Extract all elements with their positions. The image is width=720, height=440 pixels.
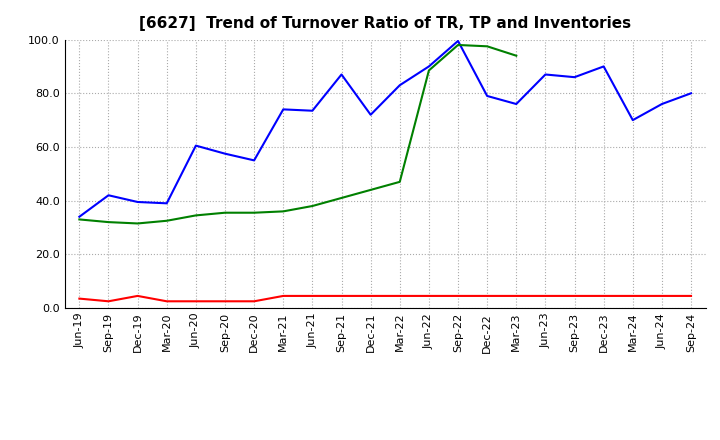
Trade Receivables: [425, 293, 433, 299]
Title: [6627]  Trend of Turnover Ratio of TR, TP and Inventories: [6627] Trend of Turnover Ratio of TR, TP…: [139, 16, 631, 32]
Trade Payables: [395, 83, 404, 88]
Inventories: [366, 187, 375, 193]
Trade Payables: [308, 108, 317, 114]
Inventories: [133, 221, 142, 226]
Inventories: [279, 209, 287, 214]
Trade Receivables: [454, 293, 462, 299]
Trade Payables: [75, 214, 84, 220]
Trade Payables: [541, 72, 550, 77]
Trade Payables: [425, 64, 433, 69]
Trade Receivables: [75, 296, 84, 301]
Line: Trade Payables: Trade Payables: [79, 41, 691, 217]
Trade Payables: [337, 72, 346, 77]
Inventories: [454, 42, 462, 48]
Inventories: [512, 53, 521, 59]
Trade Receivables: [337, 293, 346, 299]
Trade Payables: [570, 74, 579, 80]
Trade Payables: [629, 117, 637, 123]
Trade Receivables: [483, 293, 492, 299]
Trade Receivables: [541, 293, 550, 299]
Trade Payables: [366, 112, 375, 117]
Inventories: [425, 68, 433, 73]
Inventories: [337, 195, 346, 201]
Trade Receivables: [104, 299, 113, 304]
Trade Receivables: [279, 293, 287, 299]
Inventories: [483, 44, 492, 49]
Trade Payables: [483, 93, 492, 99]
Trade Receivables: [220, 299, 229, 304]
Inventories: [395, 179, 404, 184]
Trade Payables: [133, 199, 142, 205]
Trade Payables: [279, 107, 287, 112]
Inventories: [104, 220, 113, 225]
Trade Receivables: [395, 293, 404, 299]
Inventories: [163, 218, 171, 224]
Inventories: [220, 210, 229, 215]
Trade Receivables: [512, 293, 521, 299]
Trade Receivables: [599, 293, 608, 299]
Trade Payables: [512, 101, 521, 106]
Trade Payables: [687, 91, 696, 96]
Trade Receivables: [192, 299, 200, 304]
Trade Payables: [192, 143, 200, 148]
Trade Receivables: [570, 293, 579, 299]
Trade Receivables: [687, 293, 696, 299]
Trade Payables: [657, 101, 666, 106]
Inventories: [75, 217, 84, 222]
Line: Trade Receivables: Trade Receivables: [79, 296, 691, 301]
Inventories: [192, 213, 200, 218]
Trade Payables: [599, 64, 608, 69]
Trade Receivables: [657, 293, 666, 299]
Line: Inventories: Inventories: [79, 45, 516, 224]
Inventories: [250, 210, 258, 215]
Trade Receivables: [163, 299, 171, 304]
Inventories: [308, 203, 317, 209]
Trade Payables: [163, 201, 171, 206]
Trade Receivables: [133, 293, 142, 299]
Trade Receivables: [308, 293, 317, 299]
Trade Payables: [220, 151, 229, 156]
Trade Payables: [454, 38, 462, 44]
Trade Receivables: [250, 299, 258, 304]
Trade Payables: [104, 193, 113, 198]
Trade Payables: [250, 158, 258, 163]
Trade Receivables: [629, 293, 637, 299]
Trade Receivables: [366, 293, 375, 299]
